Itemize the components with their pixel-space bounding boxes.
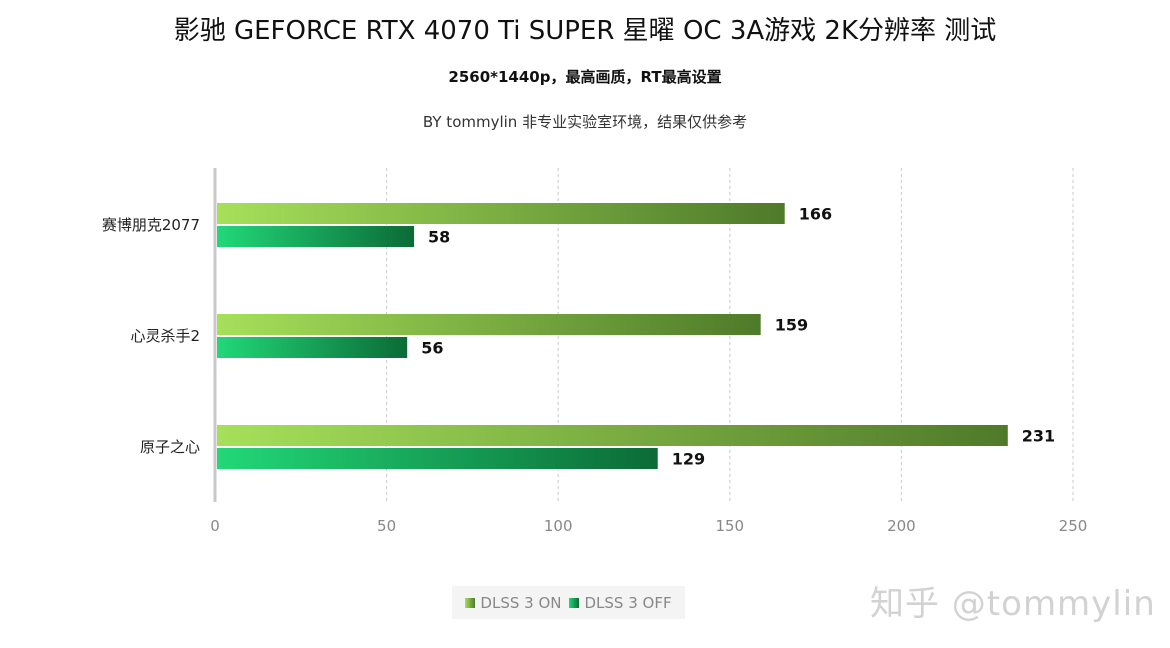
legend-swatch-dlss-on	[465, 597, 476, 608]
bar-dlss-on-2	[217, 425, 1008, 446]
chart-title: 影驰 GEFORCE RTX 4070 Ti SUPER 星曜 OC 3A游戏 …	[173, 16, 997, 46]
bar-dlss-on-0	[217, 203, 785, 224]
category-label-0: 赛博朋克2077	[102, 216, 200, 234]
legend-label-dlss-off: DLSS 3 OFF	[584, 593, 672, 612]
x-tick-label-100: 100	[544, 517, 573, 535]
data-label-dlss-on-2: 231	[1022, 427, 1055, 446]
data-label-dlss-on-1: 159	[775, 316, 808, 335]
bar-dlss-off-1	[217, 337, 408, 358]
legend-swatch-dlss-off	[569, 597, 580, 608]
category-label-2: 原子之心	[140, 438, 200, 456]
data-label-dlss-on-0: 166	[799, 205, 832, 224]
chart-byline: BY tommylin 非专业实验室环境，结果仅供参考	[422, 113, 748, 131]
chart-subtitle: 2560*1440p，最高画质，RT最高设置	[448, 68, 722, 86]
category-label-1: 心灵杀手2	[130, 327, 200, 345]
bar-dlss-off-0	[217, 226, 415, 247]
legend-label-dlss-on: DLSS 3 ON	[480, 593, 562, 612]
chart-legend: DLSS 3 ON DLSS 3 OFF	[452, 586, 685, 619]
bar-dlss-off-2	[217, 448, 658, 469]
data-label-dlss-off-0: 58	[428, 228, 450, 247]
legend-item-dlss-off: DLSS 3 OFF	[569, 593, 672, 612]
x-tick-label-50: 50	[377, 517, 396, 535]
data-label-dlss-off-2: 129	[672, 450, 705, 469]
data-label-dlss-off-1: 56	[421, 339, 443, 358]
legend-item-dlss-on: DLSS 3 ON	[465, 594, 561, 612]
bar-dlss-on-1	[217, 314, 761, 335]
x-tick-label-250: 250	[1059, 517, 1088, 535]
watermark: 知乎 @tommylin	[870, 584, 1156, 624]
x-tick-label-150: 150	[715, 517, 744, 535]
x-tick-label-0: 0	[210, 517, 220, 535]
x-tick-label-200: 200	[887, 517, 916, 535]
